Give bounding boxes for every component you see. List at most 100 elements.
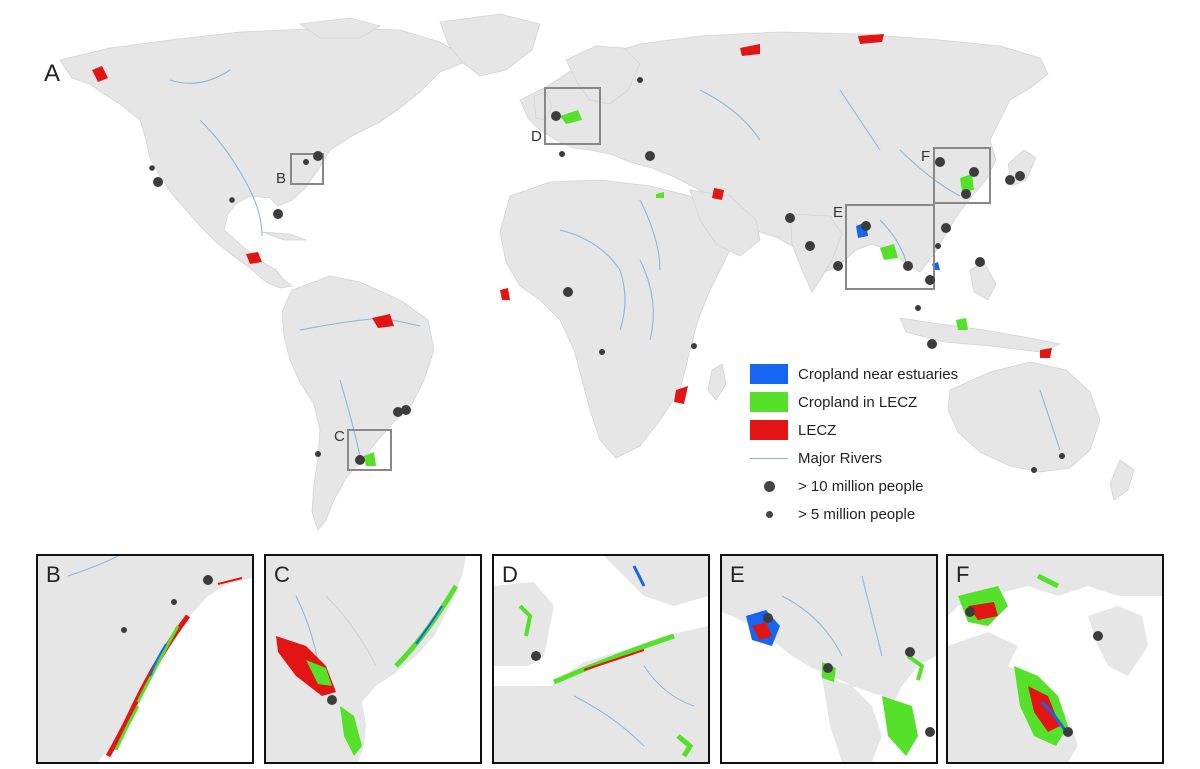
city-marker-large [645, 151, 655, 161]
india [789, 213, 843, 293]
inset-panel-f: F [946, 554, 1164, 764]
inset-panel-c: C [264, 554, 482, 764]
city-marker-small [1031, 467, 1037, 473]
city-marker-small [229, 197, 235, 203]
inset-panel-d: D [492, 554, 710, 764]
city-marker-small [303, 159, 309, 165]
swatch-red [750, 420, 788, 440]
swatch-blue [750, 364, 788, 384]
city-marker-large [273, 209, 283, 219]
inset-panel-e: E [720, 554, 938, 764]
city-marker-large [975, 257, 985, 267]
legend-label: > 10 million people [798, 477, 924, 495]
arctic-islands [298, 17, 382, 39]
panel-label-b: B [46, 562, 61, 587]
city-marker-large [903, 261, 913, 271]
land-masses [59, 13, 1135, 531]
extent-box-e [845, 204, 935, 290]
philippines [969, 261, 997, 301]
cropland-lecz-areas [364, 110, 974, 466]
city-markers [149, 77, 1065, 473]
legend-label: LECZ [798, 421, 837, 439]
large-city-symbol [763, 480, 775, 492]
legend-item-rivers: Major Rivers [750, 446, 882, 470]
city-marker-small [599, 349, 605, 355]
new-zealand [1109, 459, 1135, 501]
legend-label: Major Rivers [798, 449, 883, 467]
legend-item-lecz: LECZ [750, 418, 836, 442]
legend-item-cropland-estuaries: Cropland near estuaries [750, 362, 958, 386]
extent-box-d [544, 87, 601, 145]
city-marker-small [915, 305, 921, 311]
scandinavia [565, 45, 641, 105]
inset-map-b [38, 556, 252, 762]
city-marker-small [935, 243, 941, 249]
city-marker-large [925, 275, 935, 285]
city-marker-large [393, 407, 403, 417]
city-marker-large [785, 213, 795, 223]
extent-label-c: C [334, 428, 345, 445]
city-marker-large [401, 405, 411, 415]
extent-box-f [933, 147, 991, 204]
legend-label: Cropland in LECZ [798, 393, 918, 411]
city-marker-small [691, 343, 697, 349]
south-america [281, 275, 435, 531]
panel-label-d: D [502, 562, 518, 587]
city-marker-large [969, 167, 979, 177]
city-marker-large [941, 223, 951, 233]
inset-map-f [948, 556, 1162, 762]
city-marker-large [1015, 171, 1025, 181]
extent-label-d: D [531, 128, 542, 145]
inset-map-e [722, 556, 936, 762]
greenland [439, 13, 541, 77]
legend-label: > 5 million people [798, 505, 916, 523]
small-city-symbol [765, 510, 773, 518]
city-marker-small [1059, 453, 1065, 459]
panel-label-c: C [274, 562, 290, 587]
city-marker-large [313, 151, 323, 161]
river-line-symbol [750, 457, 788, 459]
arabia [689, 189, 761, 257]
africa [499, 179, 731, 459]
madagascar [707, 363, 727, 401]
inset-extent-boxes [290, 87, 991, 471]
inset-map-d [494, 556, 708, 762]
city-marker-large [153, 177, 163, 187]
panel-label-e: E [730, 562, 745, 587]
world-map [59, 13, 1135, 531]
panel-label-f: F [956, 562, 970, 587]
city-marker-large [1005, 175, 1015, 185]
city-marker-small [315, 451, 321, 457]
city-marker-large [355, 455, 365, 465]
city-marker-large [563, 287, 573, 297]
caribbean [261, 231, 307, 241]
city-marker-small [559, 151, 565, 157]
swatch-green [750, 392, 788, 412]
inset-panel-b: B [36, 554, 254, 764]
legend-label: Cropland near estuaries [798, 365, 959, 383]
extent-label-e: E [833, 204, 844, 221]
city-marker-small [637, 77, 643, 83]
city-marker-large [961, 189, 971, 199]
city-marker-small [149, 165, 155, 171]
legend-item-city-5m: > 5 million people [750, 502, 915, 526]
legend-item-cropland-lecz: Cropland in LECZ [750, 390, 917, 414]
city-marker-large [861, 221, 871, 231]
city-marker-large [935, 157, 945, 167]
city-marker-large [551, 111, 561, 121]
north-america [59, 27, 471, 289]
legend-item-city-10m: > 10 million people [750, 474, 924, 498]
lecz-areas [92, 34, 1052, 404]
panel-label-a: A [44, 60, 61, 87]
major-rivers [169, 69, 1061, 457]
inset-map-c [266, 556, 466, 762]
extent-label-f: F [921, 148, 931, 165]
extent-box-c [347, 429, 392, 471]
city-marker-large [927, 339, 937, 349]
extent-label-b: B [276, 170, 287, 187]
city-marker-large [805, 241, 815, 251]
indonesia [899, 317, 1062, 353]
australia [947, 361, 1101, 473]
extent-box-b [290, 153, 324, 185]
city-marker-large [833, 261, 843, 271]
